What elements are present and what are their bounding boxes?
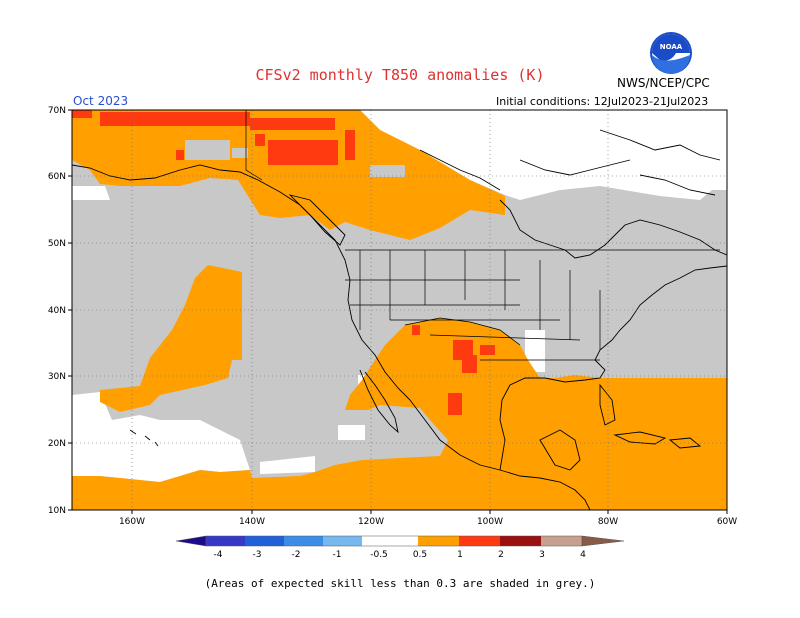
white-region-north <box>360 110 727 200</box>
lat-tick-labels: 70N 60N 50N 40N 30N 20N 10N <box>48 106 66 516</box>
legend-label: 3 <box>539 550 545 560</box>
axis-ticks <box>68 109 728 514</box>
initial-conditions: Initial conditions: 12Jul2023-21Jul2023 <box>496 95 709 108</box>
lat-label: 20N <box>48 439 66 449</box>
legend-labels: -4 -3 -2 -1 -0.5 0.5 1 2 3 4 <box>214 550 587 560</box>
lat-label: 30N <box>48 372 66 382</box>
grey-patches-canada <box>185 140 405 177</box>
lat-label: 10N <box>48 506 66 516</box>
legend-label: -1 <box>333 550 342 560</box>
legend-label: -4 <box>214 550 223 560</box>
coastlines <box>71 129 728 511</box>
lon-label: 160W <box>119 517 145 527</box>
lat-label: 70N <box>48 106 66 116</box>
lat-label: 50N <box>48 239 66 249</box>
lat-label: 40N <box>48 306 66 316</box>
political-borders <box>245 110 720 361</box>
issuer-label: NWS/NCEP/CPC <box>617 76 710 90</box>
anomaly-region-subtropical-pacific <box>100 265 242 412</box>
legend-label: 0.5 <box>413 550 427 560</box>
logo-text: NOAA <box>660 43 683 51</box>
lat-label: 60N <box>48 172 66 182</box>
graticule <box>72 110 727 510</box>
legend-label: -0.5 <box>370 550 388 560</box>
lon-tick-labels: 160W 140W 120W 100W 80W 60W <box>119 517 737 527</box>
white-region-gulf <box>525 330 545 372</box>
map-title: CFSv2 monthly T850 anomalies (K) <box>255 66 545 84</box>
forecast-month: Oct 2023 <box>73 94 129 108</box>
lon-label: 120W <box>358 517 384 527</box>
legend-label: 1 <box>457 550 463 560</box>
anomaly-patches-1-to-2 <box>72 110 495 415</box>
lon-label: 140W <box>239 517 265 527</box>
anomaly-region-alaska-canada <box>72 110 505 240</box>
white-region-pacific-south <box>260 456 315 474</box>
skill-note: (Areas of expected skill less than 0.3 a… <box>204 577 596 590</box>
anomaly-region-southwest-us-mexico <box>72 318 727 510</box>
legend-label: -3 <box>253 550 262 560</box>
white-region-hawaii <box>72 392 250 482</box>
legend-label: 4 <box>580 550 586 560</box>
lon-label: 60W <box>717 517 737 527</box>
legend-label: -2 <box>292 550 301 560</box>
legend-label: 2 <box>498 550 504 560</box>
noaa-logo: NOAA <box>650 32 692 74</box>
lon-label: 80W <box>598 517 618 527</box>
legend-colorbar <box>175 535 625 547</box>
map-layers <box>71 109 728 511</box>
white-region-pacific-nw <box>72 186 110 200</box>
lon-label: 100W <box>477 517 503 527</box>
